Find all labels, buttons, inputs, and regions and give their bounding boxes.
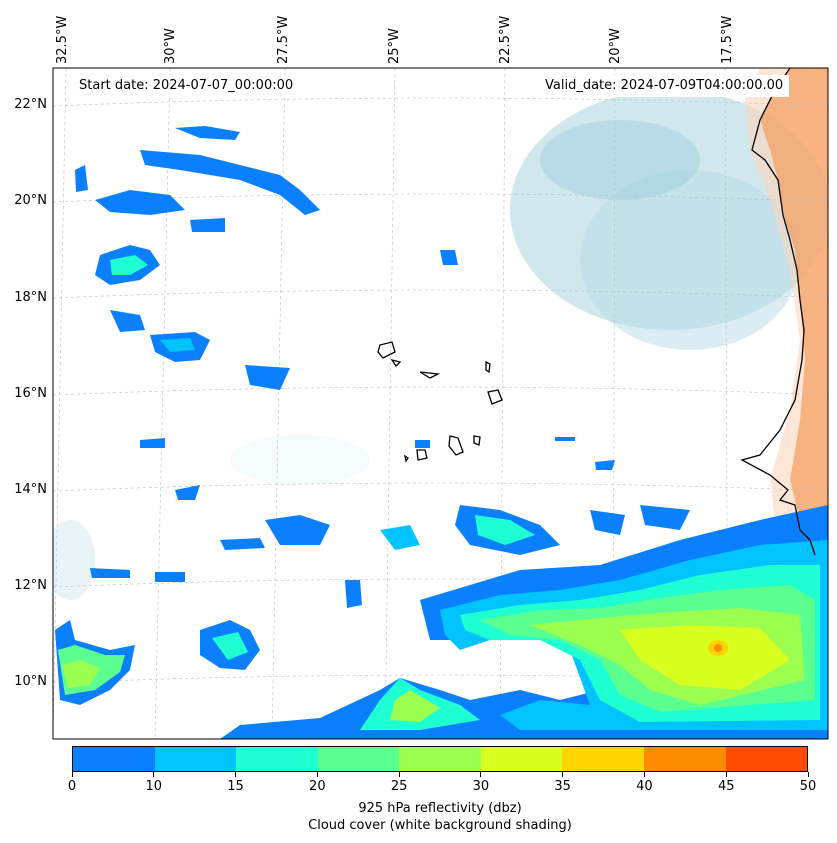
lat-label-12n: 12°N <box>14 578 47 593</box>
lon-label-25w: 25°W <box>387 28 402 64</box>
lat-label-18n: 18°N <box>14 290 47 305</box>
colorbar-segment <box>480 747 563 771</box>
colorbar-tick: 0 <box>62 772 82 794</box>
colorbar-tick: 25 <box>389 772 409 794</box>
colorbar-tick: 50 <box>798 772 818 794</box>
colorbar-sublabel: Cloud cover (white background shading) <box>308 818 572 833</box>
colorbar-tick: 20 <box>307 772 327 794</box>
colorbar-segment <box>399 747 481 771</box>
lon-label-27-5w: 27.5°W <box>276 15 291 64</box>
colorbar-label: 925 hPa reflectivity (dbz) <box>358 801 522 816</box>
colorbar-tick: 30 <box>471 772 491 794</box>
lon-label-30w: 30°W <box>163 28 178 64</box>
coastline <box>377 68 816 556</box>
colorbar <box>72 746 808 772</box>
colorbar-tick: 45 <box>716 772 736 794</box>
lat-label-20n: 20°N <box>14 193 47 208</box>
colorbar-segment <box>236 747 318 771</box>
cloud-cover-shading <box>53 90 828 600</box>
lon-label-17-5w: 17.5°W <box>720 15 735 64</box>
colorbar-tick: 10 <box>144 772 164 794</box>
lat-label-22n: 22°N <box>14 97 47 112</box>
lon-label-20w: 20°W <box>608 28 623 64</box>
colorbar-segment <box>317 747 400 771</box>
start-date-label: Start date: 2024-07-07_00:00:00 <box>73 75 300 97</box>
lat-label-14n: 14°N <box>14 482 47 497</box>
land-shading <box>760 68 828 530</box>
colorbar-tick: 40 <box>634 772 654 794</box>
colorbar-segment <box>154 747 237 771</box>
colorbar-segment <box>562 747 644 771</box>
reflectivity-contours <box>55 126 828 739</box>
lon-label-22-5w: 22.5°W <box>498 15 513 64</box>
valid-date-label: Valid_date: 2024-07-09T04:00:00.00 <box>539 75 790 97</box>
colorbar-segment <box>643 747 726 771</box>
lat-label-10n: 10°N <box>14 674 47 689</box>
lat-label-16n: 16°N <box>14 386 47 401</box>
lon-label-32-5w: 32.5°W <box>55 15 70 64</box>
colorbar-tick: 35 <box>553 772 573 794</box>
map-frame <box>52 67 829 740</box>
colorbar-tick: 15 <box>226 772 246 794</box>
colorbar-segment <box>725 747 808 771</box>
colorbar-segment <box>73 747 155 771</box>
